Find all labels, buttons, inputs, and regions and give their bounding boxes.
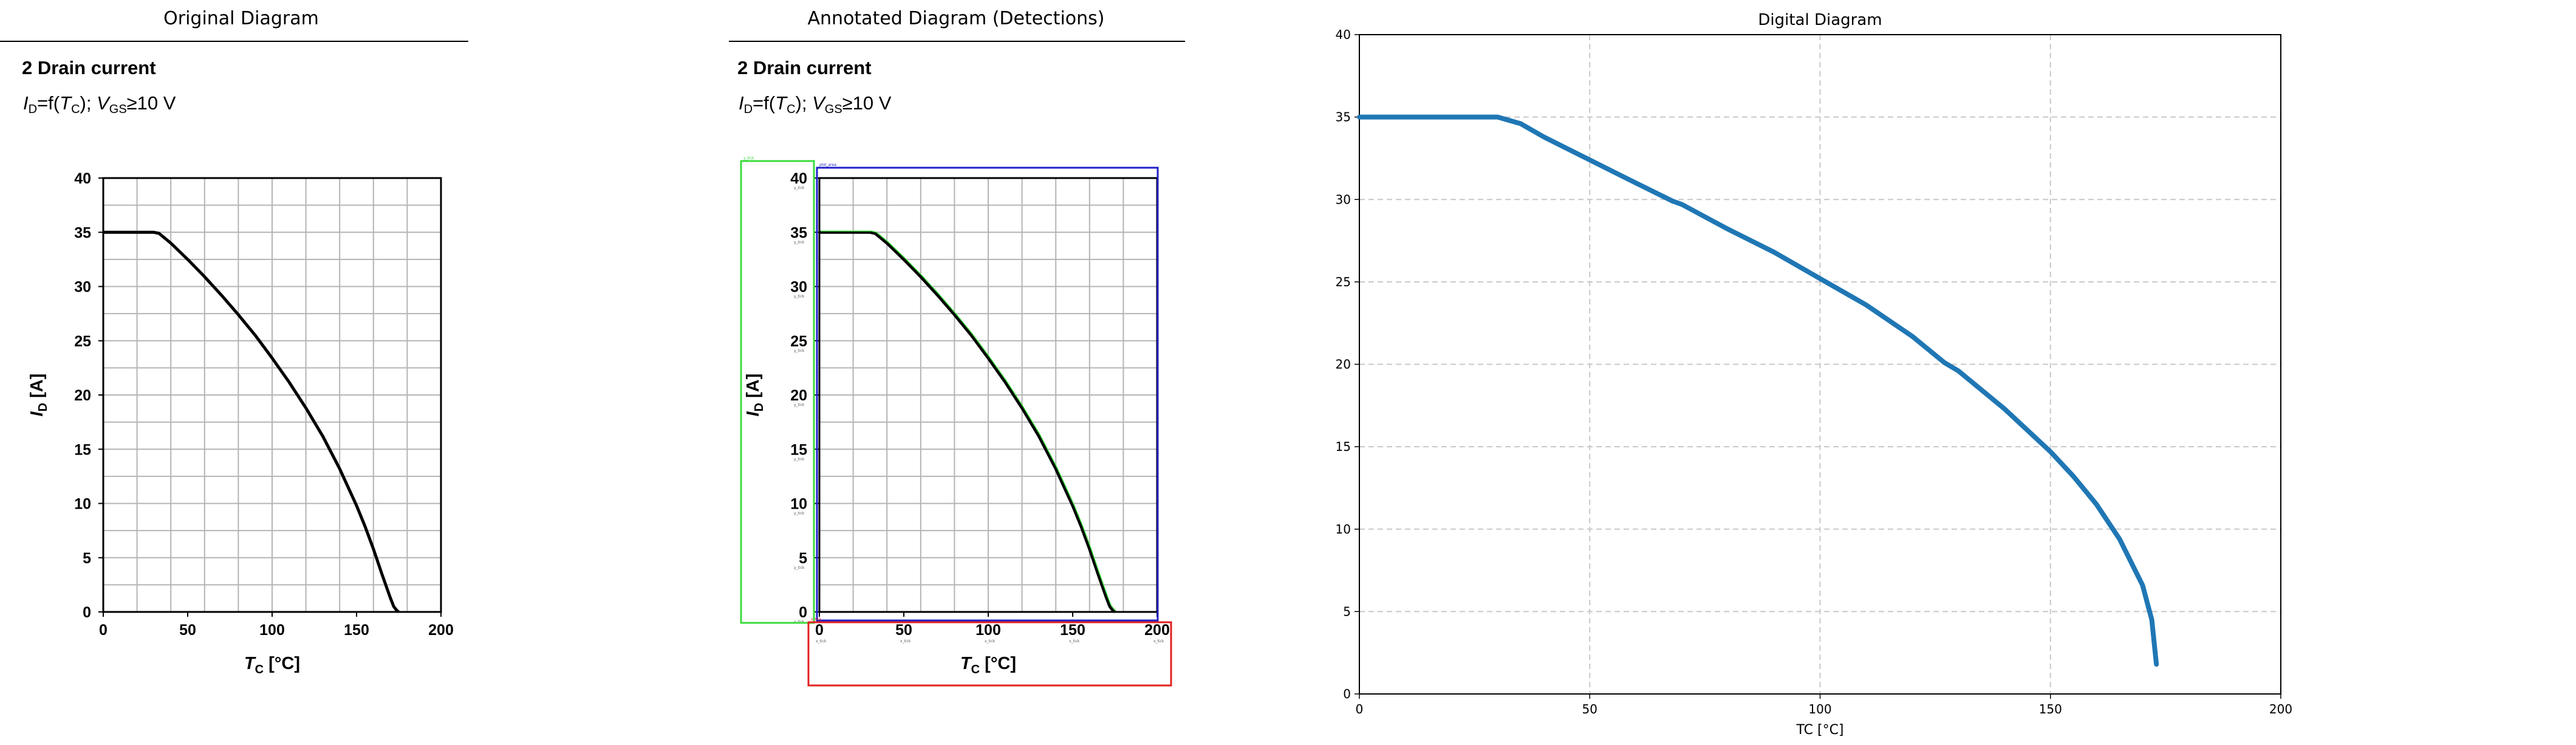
y-tick-detection-tag: y_tick (743, 156, 754, 160)
annotated-drain-current-curve (819, 230, 1116, 614)
annotated-x-tick-label: 150 (1060, 622, 1085, 639)
annotated-y-tick-tag: y_tick (794, 240, 805, 244)
original-datasheet-heading: 2 Drain current ID=f(TC); VGS≥10 V (22, 57, 176, 116)
x-tick-detection-box (807, 621, 1172, 687)
digital-y-tick-label: 10 (1336, 522, 1351, 537)
digital-plot-frame (1359, 34, 2281, 695)
original-x-tick-label: 150 (344, 622, 369, 639)
annotated-y-tick-tag: y_tick (794, 403, 805, 407)
digital-y-tick-label: 5 (1343, 604, 1351, 619)
original-drain-current-curve (103, 230, 400, 614)
original-x-tick-label: 100 (259, 622, 285, 639)
annotated-datasheet-subtitle: ID=f(TC); VGS≥10 V (739, 92, 892, 116)
annotated-x-tick-label: 0 (815, 622, 824, 639)
annotated-x-tick-label: 100 (975, 622, 1001, 639)
annotated-diagram-header: Annotated Diagram (Detections) (808, 8, 1105, 29)
original-x-tick-label: 0 (99, 622, 108, 639)
original-x-axis-label: TC [°C] (244, 654, 300, 676)
digital-drain-current-line (1357, 114, 2159, 667)
annotated-x-tick-tag: x_tick (816, 639, 827, 644)
detection-overlay: y_tick plot_area x_tick (740, 156, 1172, 687)
original-diagram-header: Original Diagram (163, 8, 319, 29)
original-x-tick-label: 50 (179, 622, 196, 639)
original-y-tick-label: 30 (74, 279, 91, 296)
original-x-tick-label: 200 (428, 622, 454, 639)
annotated-x-tick-tag: x_tick (985, 639, 996, 644)
x-tick-detection-tag: x_tick (811, 617, 822, 622)
annotated-y-tick-label: 30 (790, 279, 807, 296)
original-y-tick-label: 0 (83, 604, 91, 621)
annotated-y-axis-label: ID [A] (743, 374, 766, 417)
annotated-x-tick-tag: x_tick (900, 639, 911, 644)
annotated-y-tick-label: 35 (790, 224, 807, 241)
original-y-tick-label: 25 (74, 333, 91, 350)
digital-x-tick-label: 50 (1582, 702, 1597, 716)
annotated-y-tick-label: 0 (799, 604, 807, 621)
annotated-x-tick-tag: x_tick (1069, 639, 1080, 644)
datasheet-title: 2 Drain current (22, 57, 156, 78)
digital-x-tick-label: 200 (2269, 702, 2292, 716)
annotated-y-tick-label: 5 (799, 550, 807, 567)
annotated-x-tick-label: 200 (1144, 622, 1170, 639)
annotated-detected-curve-trace (821, 230, 1116, 611)
datasheet-subtitle: ID=f(TC); VGS≥10 V (23, 92, 176, 116)
annotated-y-tick-tag: y_tick (794, 566, 805, 570)
original-y-tick-label: 10 (74, 496, 91, 513)
y-tick-detection-box (740, 160, 815, 624)
annotated-y-tick-label: 15 (790, 441, 807, 458)
digital-y-tick-label: 40 (1336, 27, 1351, 42)
annotated-datasheet-title: 2 Drain current (737, 57, 872, 78)
digital-y-tick-label: 0 (1343, 687, 1351, 701)
annotated-x-axis-label: TC [°C] (960, 654, 1016, 676)
original-chart: 0 5 10 15 20 25 30 35 40 0 50 100 150 200 ID [A] TC [°C… (27, 170, 454, 676)
digital-diagram-title: Digital Diagram (1758, 11, 1882, 29)
annotated-y-tick-tag: y_tick (794, 349, 805, 353)
annotated-y-tick-label: 25 (790, 333, 807, 350)
annotated-chart: 0y_tick5y_tick10y_tick15y_tick20y_tick25… (743, 170, 1170, 676)
digital-x-tick-label: 0 (1356, 702, 1364, 716)
original-y-tick-label: 40 (74, 170, 91, 187)
digital-y-tick-label: 15 (1336, 439, 1351, 454)
digital-y-tick-label: 20 (1336, 357, 1351, 372)
plot-area-detection-tag: plot_area (819, 163, 836, 167)
original-y-tick-label: 20 (74, 387, 91, 404)
digital-y-tick-label: 25 (1336, 275, 1351, 289)
annotated-datasheet-heading: 2 Drain current ID=f(TC); VGS≥10 V (737, 57, 892, 116)
digital-y-tick-label: 30 (1336, 192, 1351, 207)
original-y-tick-label: 5 (83, 550, 91, 567)
annotated-y-tick-label: 10 (790, 496, 807, 513)
digital-x-tick-label: 150 (2039, 702, 2062, 716)
digital-x-tick-label: 100 (1808, 702, 1831, 716)
annotated-y-tick-label: 40 (790, 170, 807, 187)
annotated-y-tick-tag: y_tick (794, 186, 805, 190)
digital-chart: Digital Diagram 0 50 100 150 200 0 5 10 15 20 25 30 3… (1336, 11, 2293, 738)
original-y-axis-label: ID [A] (27, 374, 50, 417)
digital-y-tick-label: 35 (1336, 110, 1351, 125)
annotated-y-tick-tag: y_tick (794, 457, 805, 461)
plot-area-detection-box (816, 167, 1159, 622)
annotated-y-tick-tag: y_tick (794, 295, 805, 299)
annotated-y-tick-tag: y_tick (794, 512, 805, 516)
original-y-tick-label: 15 (74, 441, 91, 458)
annotated-x-tick-tag: x_tick (1153, 639, 1164, 644)
digital-x-axis-label: TC [°C] (1795, 723, 1843, 738)
original-y-tick-label: 35 (74, 224, 91, 241)
annotated-y-tick-label: 20 (790, 387, 807, 404)
annotated-x-tick-label: 50 (895, 622, 912, 639)
